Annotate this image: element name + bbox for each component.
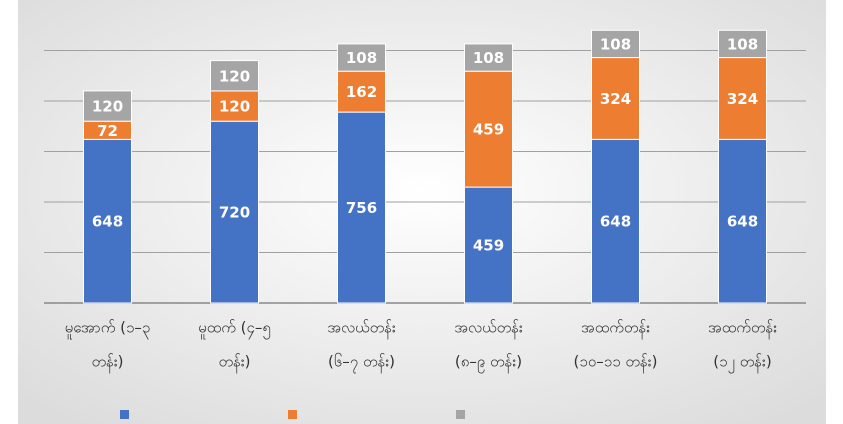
data-label: 162: [346, 83, 377, 101]
data-label: 648: [727, 213, 758, 231]
chart-background: [18, 0, 826, 424]
x-tick-label: (၁၂ တန်း): [713, 353, 771, 374]
x-tick-label: (၁၀–၁၁ တန်း): [574, 353, 658, 374]
bar-segment: [718, 29, 767, 59]
data-label: 720: [219, 204, 250, 222]
data-label: 120: [219, 98, 250, 116]
x-tick-label: တန်း): [91, 353, 123, 374]
legend-swatch: [288, 410, 297, 419]
x-tick-label: မူအောက် (၁–၃: [65, 319, 151, 340]
bar-segment: [718, 138, 767, 304]
data-label: 108: [727, 35, 758, 53]
data-label: 108: [346, 49, 377, 67]
bar-segment: [83, 90, 132, 122]
x-tick-label: အလယ်တန်း: [327, 319, 396, 340]
bar-segment: [337, 43, 386, 72]
data-label: 648: [600, 213, 631, 231]
bar-segment: [83, 138, 132, 304]
bar-segment: [591, 29, 640, 59]
bar-segment: [337, 70, 386, 113]
data-label: 324: [600, 90, 631, 108]
data-label: 108: [473, 49, 504, 67]
x-tick-label: (၆–၇ တန်း): [328, 353, 395, 374]
data-label: 756: [346, 199, 377, 217]
x-tick-label: အထက်တန်း: [708, 319, 777, 340]
bar-segment: [210, 60, 259, 92]
bar-segment: [337, 111, 386, 304]
bar-segment: [591, 138, 640, 304]
x-tick-label: တန်း): [218, 353, 250, 374]
data-label: 459: [473, 121, 504, 139]
data-label: 324: [727, 90, 758, 108]
data-label: 72: [97, 122, 118, 140]
x-tick-label: မူထက် (၄–၅: [198, 319, 271, 340]
bar-segment: [464, 43, 513, 72]
x-tick-label: အထက်တန်း: [581, 319, 650, 340]
bar-segment: [591, 57, 640, 140]
bar-segment: [718, 57, 767, 140]
legend-swatch: [456, 410, 465, 419]
data-label: 108: [600, 35, 631, 53]
data-label: 648: [92, 213, 123, 231]
data-label: 120: [219, 67, 250, 85]
x-tick-label: အလယ်တန်း: [454, 319, 523, 340]
bar-segment: [464, 70, 513, 188]
x-tick-label: (၈–၉ တန်း): [455, 353, 522, 374]
data-label: 459: [473, 237, 504, 255]
data-label: 120: [92, 98, 123, 116]
legend-swatch: [120, 410, 129, 419]
